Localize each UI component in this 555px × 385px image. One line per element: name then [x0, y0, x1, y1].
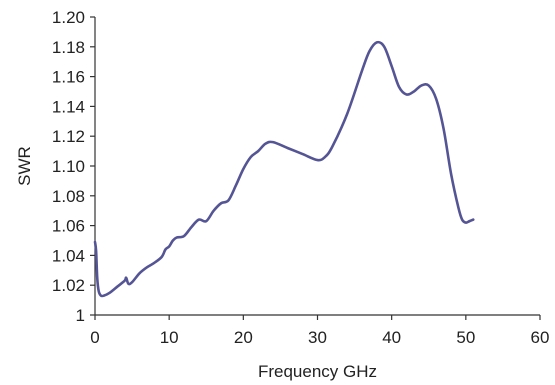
swr-series-line — [93, 40, 475, 298]
y-tick-label: 1 — [76, 306, 85, 325]
chart-series — [93, 40, 475, 298]
x-axis-title: Frequency GHz — [258, 362, 377, 381]
x-tick-label: 40 — [382, 328, 401, 347]
x-tick-label: 0 — [90, 328, 99, 347]
chart-axes — [94, 17, 540, 316]
x-tick-label: 10 — [160, 328, 179, 347]
y-tick-label: 1.02 — [52, 276, 85, 295]
x-tick-label: 60 — [531, 328, 550, 347]
y-tick-label: 1.06 — [52, 217, 85, 236]
y-tick-label: 1.14 — [52, 97, 85, 116]
x-tick-label: 30 — [308, 328, 327, 347]
y-tick-label: 1.20 — [52, 8, 85, 27]
y-tick-label: 1.12 — [52, 127, 85, 146]
y-axis-title: SWR — [15, 146, 34, 186]
y-tick-label: 1.16 — [52, 68, 85, 87]
x-tick-label: 50 — [456, 328, 475, 347]
x-tick-label: 20 — [234, 328, 253, 347]
chart-ticks: 1 1.02 1.04 1.06 1.08 1.10 1.12 1.14 1.16 1.18 1.2… — [52, 8, 550, 347]
y-tick-label: 1.04 — [52, 246, 85, 265]
y-tick-label: 1.08 — [52, 187, 85, 206]
y-tick-label: 1.18 — [52, 38, 85, 57]
y-tick-label: 1.10 — [52, 157, 85, 176]
